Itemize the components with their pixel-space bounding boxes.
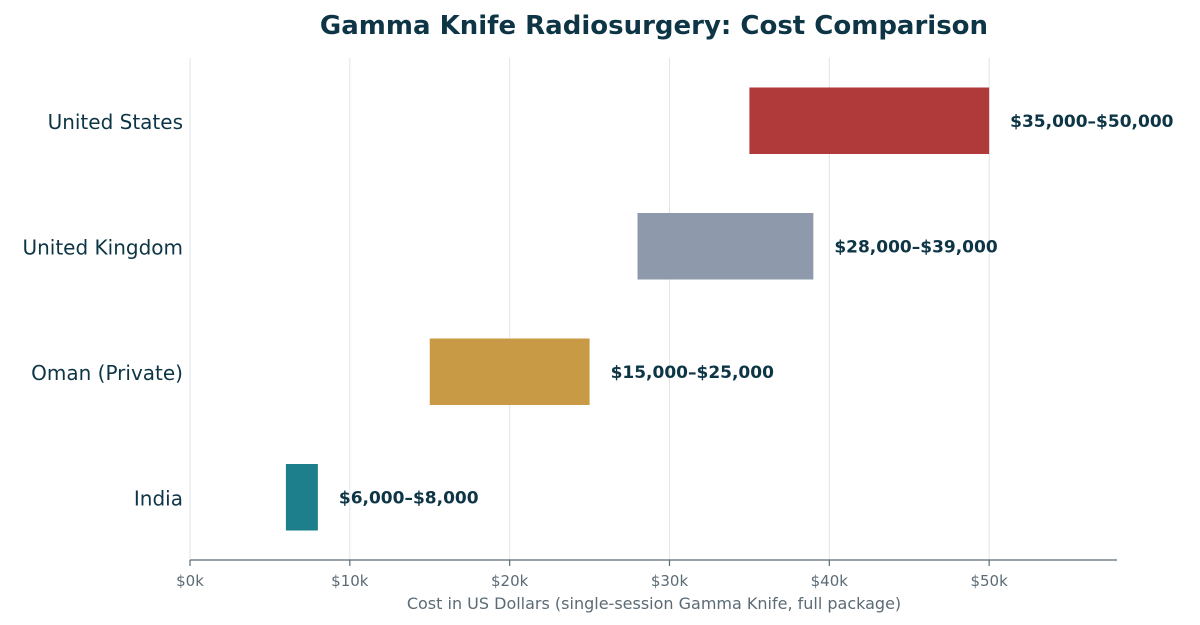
range-data-label: $28,000–$39,000 bbox=[834, 237, 998, 257]
range-data-label: $6,000–$8,000 bbox=[339, 488, 479, 508]
x-tick-label: $10k bbox=[331, 572, 369, 590]
range-bar bbox=[637, 212, 814, 280]
x-tick-label: $20k bbox=[491, 572, 529, 590]
x-tick-label: $0k bbox=[176, 572, 204, 590]
category-label: Oman (Private) bbox=[31, 361, 183, 385]
bars bbox=[285, 87, 990, 531]
category-labels: United States United Kingdom Oman (Private… bbox=[22, 110, 183, 511]
data-labels: $35,000–$50,000 $28,000–$39,000 $15,000–$2… bbox=[339, 112, 1174, 509]
x-tick-label: $30k bbox=[651, 572, 689, 590]
x-ticks: $0k $10k $20k $30k $40k $50k bbox=[176, 560, 1008, 590]
category-label: United Kingdom bbox=[22, 235, 183, 259]
x-tick-label: $40k bbox=[811, 572, 849, 590]
range-data-label: $35,000–$50,000 bbox=[1010, 112, 1174, 132]
chart-title: Gamma Knife Radiosurgery: Cost Compariso… bbox=[320, 11, 988, 41]
x-tick-label: $50k bbox=[970, 572, 1008, 590]
range-bar bbox=[749, 87, 990, 155]
range-bar bbox=[429, 338, 590, 406]
range-bar bbox=[285, 463, 318, 531]
range-data-label: $15,000–$25,000 bbox=[611, 363, 775, 383]
x-axis-title: Cost in US Dollars (single-session Gamma… bbox=[407, 594, 901, 613]
category-label: India bbox=[134, 486, 183, 510]
category-label: United States bbox=[48, 110, 183, 134]
